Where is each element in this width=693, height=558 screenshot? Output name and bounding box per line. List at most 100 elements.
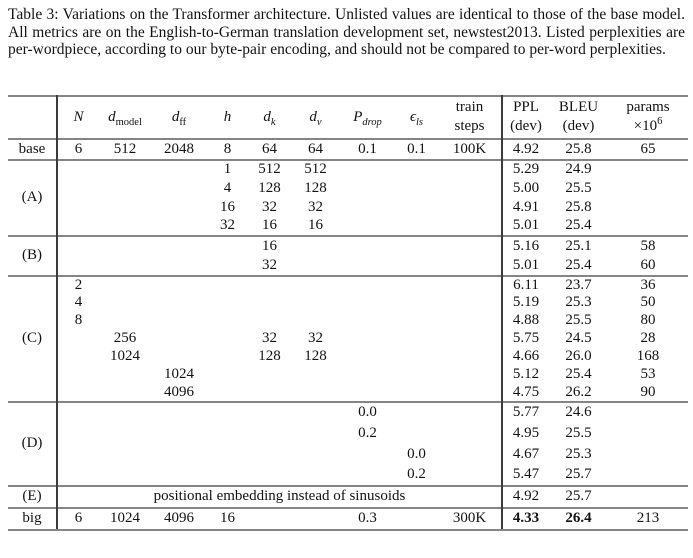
table-cell: [608, 179, 688, 198]
table-cell: [57, 198, 99, 217]
table-cell: [608, 198, 688, 217]
col-header-subscript: k: [270, 116, 276, 128]
table-cell: [395, 330, 438, 348]
table-cell: [99, 366, 151, 384]
table-cell: 5.00: [512, 179, 540, 196]
table-cell: [99, 384, 151, 402]
table-cell: 4096: [151, 506, 207, 531]
col-header-d-ff: dff: [151, 94, 207, 139]
table-cell: 168: [636, 348, 660, 364]
table-cell: [340, 256, 395, 276]
table-cell: 0.0: [340, 400, 395, 423]
table-cell: [291, 423, 340, 444]
table-cell: 4.92: [502, 137, 549, 160]
table-cell: 25.4: [565, 256, 592, 273]
col-header-train-steps: train steps: [438, 94, 503, 139]
table-cell: [248, 423, 291, 444]
table-cell: 80: [640, 312, 656, 328]
table-cell: [207, 465, 248, 486]
table-cell: 24.6: [549, 400, 608, 423]
section-label: (E): [8, 484, 58, 508]
table-cell: [291, 444, 340, 465]
table-cell: [291, 274, 340, 294]
table-cell: 4: [74, 294, 83, 310]
table-cell: [395, 274, 438, 294]
table-cell: [248, 444, 291, 465]
table-cell: 6: [57, 137, 99, 160]
table-cell: [608, 400, 688, 423]
table-cell: 2: [57, 274, 99, 294]
table-cell: 0.0: [407, 445, 426, 462]
table-cell: [395, 312, 438, 330]
col-header-subscript: ls: [416, 116, 424, 128]
col-header-symbol: d: [263, 108, 271, 125]
table-cell: [99, 423, 151, 444]
table-cell: 25.4: [565, 217, 592, 233]
table-cell: 36: [608, 274, 688, 294]
col-header-symbol: P: [353, 108, 363, 125]
table-cell: 25.5: [565, 179, 592, 196]
table-cell: 32: [308, 198, 323, 215]
table-cell: 4.88: [512, 312, 540, 328]
table-cell: [207, 384, 248, 402]
table-cell: [57, 423, 99, 444]
col-header-bleu-dev: BLEU (dev): [549, 94, 608, 139]
table-cell: [608, 217, 688, 236]
table-row: 0.2 5.47 25.7: [8, 464, 688, 486]
table-cell: 58: [608, 234, 688, 256]
section-label: (C): [8, 274, 58, 402]
table-cell: [248, 274, 291, 294]
table-cell: [151, 198, 207, 217]
table-cell: [438, 383, 503, 402]
table-cell: 1: [207, 158, 248, 179]
table-cell: 25.7: [549, 484, 608, 508]
table-cell: [395, 384, 438, 402]
table-cell: [57, 465, 99, 486]
table-row: (A) 1 512 512 5.29 24.9: [8, 158, 688, 236]
table-cell: [99, 217, 151, 236]
table-cell: 4.91: [512, 198, 540, 215]
table-cell: [340, 158, 395, 179]
table-cell: 5.01: [512, 256, 540, 273]
table-row: 16 32 32 4.91 25.8: [8, 197, 688, 217]
table-cell: [248, 366, 291, 384]
section-label: (B): [8, 234, 58, 276]
table-cell: [207, 330, 248, 348]
table-cell: [438, 255, 503, 276]
table-cell: [438, 443, 503, 465]
table-cell: [291, 366, 340, 384]
table-cell: [99, 465, 151, 486]
table-cell: [395, 348, 438, 366]
table-caption: Table 3: Variations on the Transformer a…: [8, 6, 685, 58]
table-cell: 26.0: [565, 348, 592, 364]
table-cell: [438, 158, 503, 179]
table-cell: [57, 348, 99, 366]
table-cell: [248, 312, 291, 330]
table-cell: [207, 294, 248, 312]
table-cell: [395, 506, 438, 531]
table-cell: [340, 465, 395, 486]
table-cell: [291, 256, 340, 276]
table-cell: [57, 330, 99, 348]
table-cell: [207, 366, 248, 384]
table-cell: [395, 217, 438, 236]
table-cell: 90: [640, 383, 656, 400]
col-header-symbol: d: [171, 108, 180, 125]
col-header-d-model: dmodel: [99, 94, 151, 139]
table-row: 4096 4.75 26.2 90: [8, 383, 688, 402]
table-cell: [438, 311, 503, 330]
col-header-symbol: h: [223, 108, 232, 125]
table-cell: 64: [248, 137, 291, 160]
table-cell: 128: [304, 179, 327, 196]
table-cell: [340, 274, 395, 294]
table-cell: [438, 274, 503, 294]
col-header-line: steps: [454, 118, 485, 134]
table-cell: 5.16: [502, 234, 549, 256]
table-cell: [151, 444, 207, 465]
table-body: base 6 512 2048 8 64 64 0.1 0.1 100K 4.92 25.8 65 (A)…: [8, 137, 688, 531]
table-cell: [395, 234, 438, 256]
table-cell: [340, 330, 395, 348]
table-cell: [99, 312, 151, 330]
